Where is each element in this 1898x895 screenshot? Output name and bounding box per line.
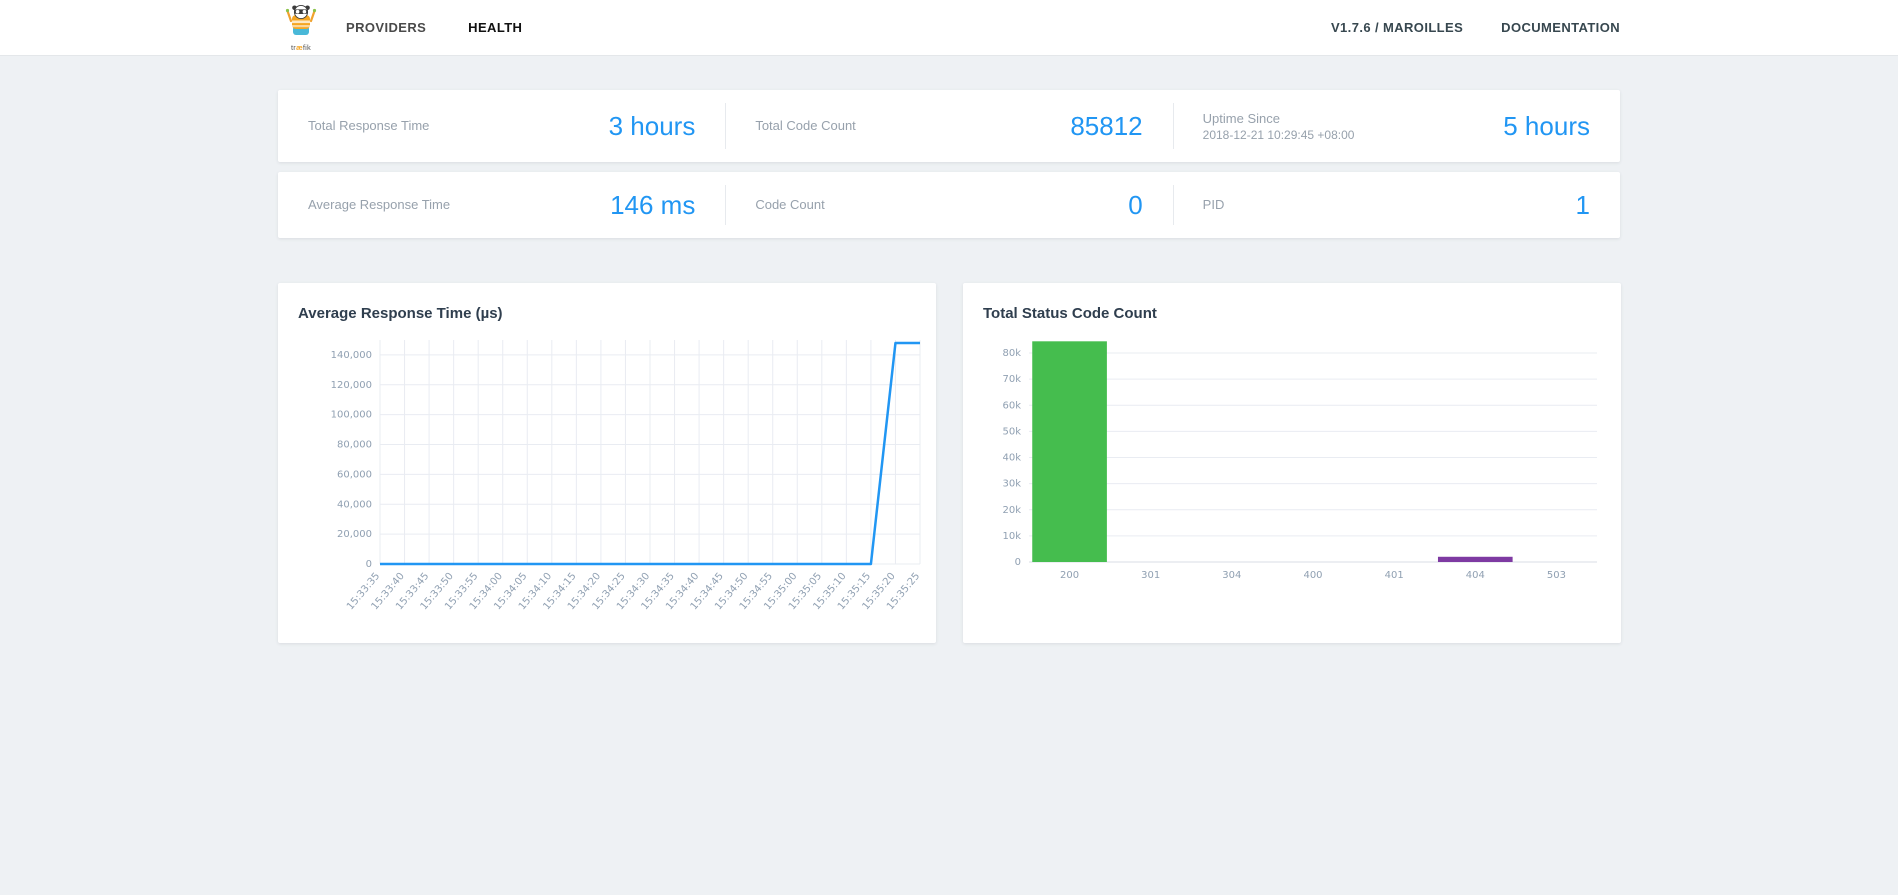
x-tick-label: 301 [1141, 570, 1160, 581]
chart-title: Total Status Code Count [983, 305, 1157, 322]
stat-code-count: Code Count 0 [725, 172, 1172, 238]
stat-value: 85812 [1070, 110, 1143, 141]
stat-pid: PID 1 [1172, 172, 1620, 238]
stats-row-1: Total Response Time 3 hours Total Code C… [278, 90, 1620, 162]
y-tick-label: 0 [366, 559, 372, 570]
stats-row-2: Average Response Time 146 ms Code Count … [278, 172, 1620, 238]
traefik-logo-text: træfik [291, 42, 311, 52]
y-tick-label: 80,000 [337, 440, 372, 451]
y-tick-label: 60,000 [337, 469, 372, 480]
x-tick-label: 400 [1303, 570, 1322, 581]
y-tick-label: 10k [1002, 531, 1021, 542]
nav-item-providers[interactable]: PROVIDERS [346, 20, 427, 35]
nav-links: PROVIDERS HEALTH [346, 20, 522, 35]
stat-label: Average Response Time [308, 197, 451, 213]
chart-title: Average Response Time (µs) [298, 305, 503, 322]
y-tick-label: 70k [1002, 374, 1021, 385]
stat-value: 0 [1128, 189, 1143, 220]
response-time-line-chart[interactable]: 15:33:3515:33:4015:33:4515:33:5015:33:55… [314, 330, 934, 646]
y-tick-label: 140,000 [331, 350, 372, 361]
status-code-chart-card: Total Status Code Count 0 10k 20k 30k 40k 50k… [963, 283, 1621, 643]
stat-uptime-since: Uptime Since 2018-12-21 10:29:45 +08:00 … [1172, 90, 1620, 162]
y-tick-label: 30k [1002, 479, 1021, 490]
status-code-bar-200[interactable] [1032, 341, 1107, 562]
stat-value: 5 hours [1503, 110, 1590, 141]
response-time-line[interactable] [380, 341, 920, 566]
y-tick-label: 80k [1002, 348, 1021, 359]
top-navbar: træfik PROVIDERS HEALTH V1.7.6 / MAROILL… [0, 0, 1898, 56]
stat-total-response-time: Total Response Time 3 hours [278, 90, 725, 162]
y-tick-label: 20,000 [337, 529, 372, 540]
y-tick-label: 0 [1015, 557, 1021, 568]
y-tick-label: 40k [1002, 453, 1021, 464]
version-link[interactable]: V1.7.6 / MAROILLES [1330, 20, 1464, 35]
x-tick-label: 404 [1466, 570, 1485, 581]
stat-value: 146 ms [610, 189, 696, 220]
x-tick-label: 503 [1547, 570, 1566, 581]
stat-label: Code Count [755, 197, 825, 213]
nav-item-health[interactable]: HEALTH [468, 20, 523, 35]
response-time-chart-card: Average Response Time (µs) 15:33:35 15:33… [278, 283, 936, 643]
status-code-bar-chart[interactable]: 0 10k 20k 30k 40k 50k 60k 70k 80k 200 301 304 400 401… [985, 330, 1605, 646]
stat-label: Total Response Time [308, 118, 430, 134]
y-tick-label: 60k [1002, 400, 1021, 411]
y-tick-label: 120,000 [331, 380, 372, 391]
stat-sublabel: 2018-12-21 10:29:45 +08:00 [1202, 127, 1355, 142]
stat-label: Uptime Since [1202, 111, 1280, 127]
x-tick-label: 304 [1222, 570, 1241, 581]
stat-average-response-time: Average Response Time 146 ms [278, 172, 725, 238]
y-tick-label: 20k [1002, 505, 1021, 516]
traefik-logo[interactable]: træfik [278, 4, 324, 52]
x-tick-label: 401 [1385, 570, 1404, 581]
stat-value: 3 hours [608, 110, 696, 141]
stat-value: 1 [1575, 189, 1590, 220]
traefik-mascot-icon [283, 4, 319, 45]
stat-label: Total Code Count [755, 118, 856, 134]
y-tick-label: 40,000 [337, 499, 372, 510]
x-tick-label: 200 [1060, 570, 1079, 581]
stat-total-code-count: Total Code Count 85812 [725, 90, 1172, 162]
stat-label: PID [1202, 197, 1225, 213]
y-tick-label: 100,000 [331, 410, 372, 421]
status-code-bar-404[interactable] [1437, 556, 1513, 562]
documentation-link[interactable]: DOCUMENTATION [1501, 20, 1620, 35]
nav-right: V1.7.6 / MAROILLES DOCUMENTATION [1331, 20, 1620, 35]
y-tick-label: 50k [1002, 426, 1021, 437]
